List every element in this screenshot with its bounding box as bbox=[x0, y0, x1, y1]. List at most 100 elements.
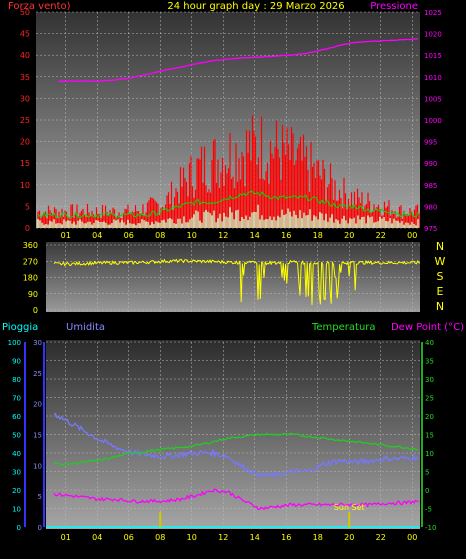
compass-label: S bbox=[437, 270, 444, 283]
humidity-series bbox=[53, 412, 419, 479]
temperature-tick-label: 10 bbox=[425, 450, 434, 458]
humidity-axis-title: Umidita bbox=[66, 322, 105, 333]
dewpoint-series bbox=[53, 488, 419, 511]
humidity-tick-label: 5 bbox=[38, 493, 42, 501]
temperature-axis-title: Temperatura bbox=[311, 322, 376, 333]
pressure-tick-label: 1000 bbox=[424, 117, 442, 125]
rain-tick-label: 50 bbox=[12, 432, 21, 440]
temperature-tick-label: 0 bbox=[425, 487, 429, 495]
wind-tick-label: 45 bbox=[20, 30, 30, 39]
wind-tick-label: 25 bbox=[20, 116, 30, 125]
wind-tick-label: 15 bbox=[20, 159, 30, 168]
rain-axis-title: Pioggia bbox=[2, 322, 38, 333]
compass-label: E bbox=[437, 285, 444, 298]
pressure-tick-label: 1015 bbox=[424, 52, 442, 60]
direction-tick-label: 0 bbox=[33, 306, 38, 315]
wind-tick-label: 35 bbox=[20, 73, 30, 82]
wind-tick-label: 0 bbox=[25, 224, 30, 233]
humidity-tick-label: 25 bbox=[33, 370, 42, 378]
temp-humidity-panel: 0102030405060708090100051015202530-10-50… bbox=[8, 339, 437, 542]
x-tick-label: 22 bbox=[376, 533, 386, 542]
rain-tick-label: 40 bbox=[12, 450, 21, 458]
humidity-tick-label: 0 bbox=[38, 524, 42, 532]
rain-tick-label: 30 bbox=[12, 469, 21, 477]
pressure-tick-label: 985 bbox=[424, 182, 437, 190]
compass-label: W bbox=[435, 255, 446, 268]
x-tick-label: 01 bbox=[61, 231, 71, 240]
humidity-tick-label: 30 bbox=[33, 339, 42, 347]
temperature-tick-label: 20 bbox=[425, 413, 434, 421]
pressure-tick-label: 990 bbox=[424, 160, 437, 168]
pressure-tick-label: 1025 bbox=[424, 9, 442, 17]
pressure-tick-label: 995 bbox=[424, 139, 437, 147]
humidity-tick-label: 20 bbox=[33, 401, 42, 409]
x-tick-label: 00 bbox=[407, 231, 417, 240]
x-tick-label: 12 bbox=[218, 533, 228, 542]
rain-tick-label: 20 bbox=[12, 487, 21, 495]
rain-tick-label: 90 bbox=[12, 358, 21, 366]
pressure-tick-label: 975 bbox=[424, 225, 437, 233]
wind-tick-label: 5 bbox=[25, 202, 30, 211]
x-tick-label: 06 bbox=[124, 533, 134, 542]
temp-panel-background bbox=[46, 340, 420, 529]
compass-label: N bbox=[436, 300, 444, 313]
rain-tick-label: 10 bbox=[12, 506, 21, 514]
wind-tick-label: 50 bbox=[20, 8, 30, 17]
pressure-tick-label: 1005 bbox=[424, 95, 442, 103]
rain-tick-label: 80 bbox=[12, 376, 21, 384]
pressure-tick-label: 980 bbox=[424, 203, 437, 211]
x-tick-label: 14 bbox=[250, 533, 260, 542]
wind-tick-label: 10 bbox=[20, 181, 30, 190]
x-tick-label: 04 bbox=[92, 231, 102, 240]
x-tick-label: 14 bbox=[250, 231, 260, 240]
x-tick-label: 00 bbox=[407, 533, 417, 542]
wind-tick-label: 30 bbox=[20, 94, 30, 103]
x-tick-label: 10 bbox=[187, 231, 197, 240]
rain-tick-label: 0 bbox=[17, 524, 21, 532]
temperature-tick-label: 40 bbox=[425, 339, 434, 347]
x-tick-label: 08 bbox=[155, 533, 165, 542]
sunset-label: Sun Set bbox=[334, 503, 365, 512]
rain-tick-label: 100 bbox=[8, 339, 21, 347]
x-tick-label: 04 bbox=[92, 533, 102, 542]
x-tick-label: 18 bbox=[313, 231, 323, 240]
temperature-tick-label: 15 bbox=[425, 432, 434, 440]
direction-panel-background bbox=[46, 242, 420, 312]
wind-tick-label: 40 bbox=[20, 51, 30, 60]
wind-average-series bbox=[37, 190, 419, 219]
x-tick-label: 12 bbox=[218, 231, 228, 240]
direction-tick-label: 360 bbox=[23, 241, 38, 250]
graph-title: 24 hour graph day : 29 Marzo 2026 bbox=[167, 1, 344, 12]
compass-label: N bbox=[436, 240, 444, 253]
dewpoint-axis-title: Dew Point (°C) bbox=[391, 322, 464, 333]
wind-tick-label: 20 bbox=[20, 138, 30, 147]
direction-tick-label: 180 bbox=[23, 274, 38, 283]
x-tick-label: 18 bbox=[313, 533, 323, 542]
pressure-series bbox=[57, 38, 419, 82]
pressure-tick-label: 1010 bbox=[424, 74, 442, 82]
temperature-tick-label: 5 bbox=[425, 469, 429, 477]
wind-axis-title: Forza vento) bbox=[8, 1, 71, 12]
temperature-tick-label: -5 bbox=[425, 506, 432, 514]
direction-series bbox=[53, 258, 421, 306]
x-tick-label: 06 bbox=[124, 231, 134, 240]
pressure-tick-label: 1020 bbox=[424, 31, 442, 39]
humidity-tick-label: 10 bbox=[33, 462, 42, 470]
wind-low-series bbox=[37, 204, 419, 228]
temperature-tick-label: 30 bbox=[425, 376, 434, 384]
x-tick-label: 08 bbox=[155, 231, 165, 240]
direction-tick-label: 90 bbox=[28, 290, 38, 299]
temperature-tick-label: 35 bbox=[425, 358, 434, 366]
x-tick-label: 10 bbox=[187, 533, 197, 542]
direction-tick-label: 270 bbox=[23, 257, 38, 266]
temperature-series bbox=[53, 432, 419, 466]
rain-tick-label: 60 bbox=[12, 413, 21, 421]
x-tick-label: 20 bbox=[344, 533, 354, 542]
x-tick-label: 01 bbox=[61, 533, 71, 542]
humidity-tick-label: 15 bbox=[33, 432, 42, 440]
temperature-tick-label: 25 bbox=[425, 395, 434, 403]
